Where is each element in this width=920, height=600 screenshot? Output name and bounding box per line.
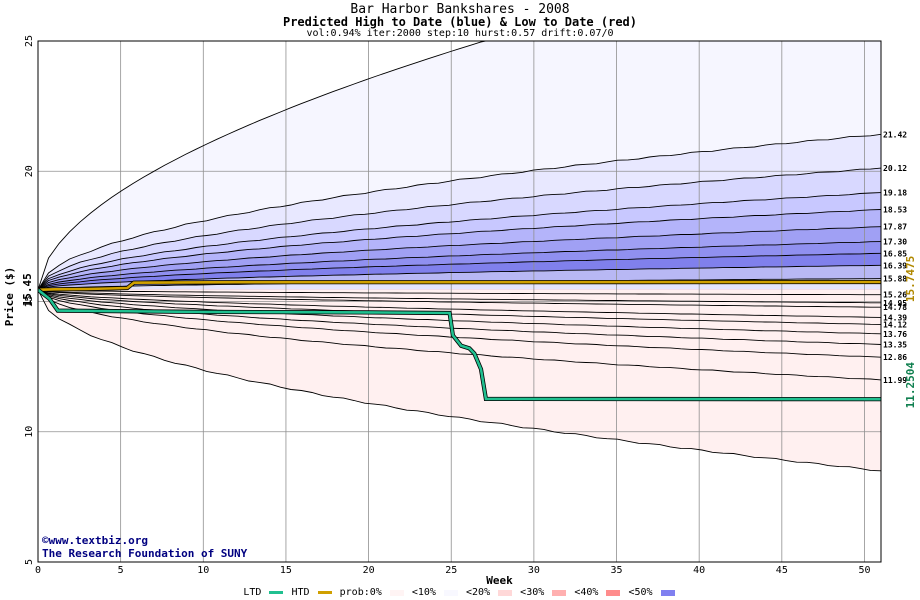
series-line-ltd [38, 288, 881, 401]
y-tick-label-20: 20 [24, 165, 35, 177]
x-tick-label-5: 5 [118, 565, 124, 576]
quantile-label-16: 12.86 [883, 353, 907, 362]
x-axis-label: Week [486, 574, 513, 587]
lower-quantile-line-4 [38, 289, 881, 325]
legend-ltd-label: LTD [243, 587, 262, 598]
legend-htd-swatch [317, 591, 332, 594]
quantile-label-7: 16.39 [883, 261, 907, 270]
copyright-icon: © [42, 534, 49, 547]
upper-quantile-line-2 [38, 167, 881, 291]
lower-quantile-line-8 [38, 289, 881, 381]
lower-quantile-line-7 [38, 289, 881, 358]
series-line-htd [38, 280, 881, 292]
lower-quantile-line-3 [38, 289, 881, 318]
chart-legend: LTD HTD prob:0% <10% <20% <30% <40% <50% [0, 587, 920, 599]
quantile-label-17: 11.99 [883, 376, 907, 385]
plot-frame [37, 40, 882, 563]
quantile-label-11: 14.78 [883, 303, 907, 312]
chart-title: Bar Harbor Bankshares - 2008 [350, 2, 570, 17]
lower-quantile-line-0 [38, 289, 881, 296]
legend-ltd-swatch [269, 591, 284, 594]
lower-band-9 [38, 289, 881, 471]
legend-p50-swatch [660, 589, 675, 596]
quantile-label-8: 15.88 [883, 275, 907, 284]
lower-quantile-line-2 [38, 289, 881, 308]
quantile-label-3: 18.53 [883, 206, 907, 215]
y-tick-label-10: 10 [24, 426, 35, 438]
x-tick-label-50: 50 [858, 565, 870, 576]
credit-site: ©www.textbiz.org [42, 534, 148, 547]
final-high-label: 15.7475 [904, 256, 917, 302]
y-axis-label: Price ($) [3, 267, 16, 327]
credit-org: The Research Foundation of SUNY [42, 547, 248, 560]
x-tick-label-40: 40 [693, 565, 705, 576]
legend-p30-label: <30% [520, 587, 545, 598]
lower-quantile-line-1 [38, 289, 881, 304]
legend-p50-label: <50% [628, 587, 653, 598]
lower-quantile-line-5 [38, 289, 881, 335]
plot-layer [38, 41, 881, 562]
upper-quantile-line-3 [38, 192, 881, 291]
quantile-label-5: 17.30 [883, 238, 907, 247]
quantile-label-0: 21.42 [883, 130, 907, 139]
legend-p20-swatch [498, 589, 513, 596]
chart-parameters: vol:0.94% iter:2000 step:10 hurst:0.57 d… [306, 28, 614, 39]
chart-subtitle: Predicted High to Date (blue) & Low to D… [282, 15, 637, 29]
start-price-label: 15.45 [21, 273, 34, 306]
upper-quantile-line-4 [38, 209, 881, 291]
legend-p10-swatch [443, 589, 458, 596]
legend-htd-label: HTD [291, 587, 310, 598]
x-tick-label-45: 45 [776, 565, 788, 576]
legend-prob0-label: prob:0% [339, 587, 382, 598]
upper-quantile-line-1 [38, 133, 881, 291]
x-tick-label-30: 30 [528, 565, 540, 576]
x-tick-label-25: 25 [445, 565, 457, 576]
quantile-label-12: 14.39 [883, 313, 907, 322]
upper-quantile-line-0 [38, 41, 489, 290]
legend-p40-label: <40% [574, 587, 599, 598]
x-tick-label-35: 35 [611, 565, 623, 576]
quantile-label-13: 14.12 [883, 320, 907, 329]
y-tick-label-25: 25 [24, 35, 35, 47]
credit-site-text: www.textbiz.org [48, 534, 148, 547]
quantile-label-4: 17.87 [883, 223, 907, 232]
legend-p30-swatch [552, 589, 567, 596]
x-tick-label-10: 10 [197, 565, 209, 576]
legend-p20-label: <20% [466, 587, 491, 598]
legend-p10-label: <10% [411, 587, 436, 598]
upper-quantile-line-8 [38, 264, 881, 291]
y-tick-label-15: 15 [24, 295, 35, 307]
x-tick-label-15: 15 [280, 565, 292, 576]
upper-quantile-line-7 [38, 252, 881, 291]
quantile-label-9: 15.26 [883, 291, 907, 300]
final-low-label: 11.2504 [904, 362, 917, 409]
y-tick-label-5: 5 [24, 559, 35, 565]
x-tick-label-0: 0 [35, 565, 41, 576]
legend-p40-swatch [606, 589, 621, 596]
quantile-label-6: 16.85 [883, 249, 907, 258]
x-tick-label-20: 20 [363, 565, 375, 576]
lower-quantile-line-9 [38, 289, 881, 472]
quantile-label-10: 14.95 [883, 299, 907, 308]
upper-quantile-line-6 [38, 241, 881, 291]
quantile-label-2: 19.18 [883, 189, 907, 198]
quantile-label-14: 13.76 [883, 330, 907, 339]
upper-quantile-line-5 [38, 226, 881, 291]
legend-p0-swatch [389, 589, 404, 596]
quantile-label-15: 13.35 [883, 340, 907, 349]
quantile-label-1: 20.12 [883, 164, 907, 173]
